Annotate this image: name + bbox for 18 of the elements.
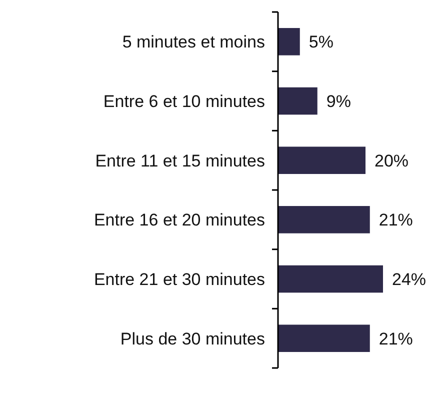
y-tick-label: Plus de 30 minutes xyxy=(120,329,265,348)
bar xyxy=(278,146,366,174)
data-label: 21% xyxy=(378,329,413,348)
y-tick-label: 5 minutes et moins xyxy=(122,32,265,52)
bar xyxy=(278,265,383,293)
data-label: 20% xyxy=(374,151,409,170)
bar xyxy=(278,28,300,56)
y-tick-label: Entre 6 et 10 minutes xyxy=(103,92,265,111)
y-tick-label: Entre 11 et 15 minutes xyxy=(95,151,265,170)
bar xyxy=(278,206,370,234)
bar xyxy=(278,324,370,352)
data-label: 5% xyxy=(308,32,334,52)
data-label: 9% xyxy=(326,92,351,111)
y-tick-label: Entre 21 et 30 minutes xyxy=(94,270,265,289)
data-label: 21% xyxy=(378,210,413,230)
y-tick-label: Entre 16 et 20 minutes xyxy=(94,210,265,230)
bar xyxy=(278,87,318,115)
data-label: 24% xyxy=(392,270,426,289)
